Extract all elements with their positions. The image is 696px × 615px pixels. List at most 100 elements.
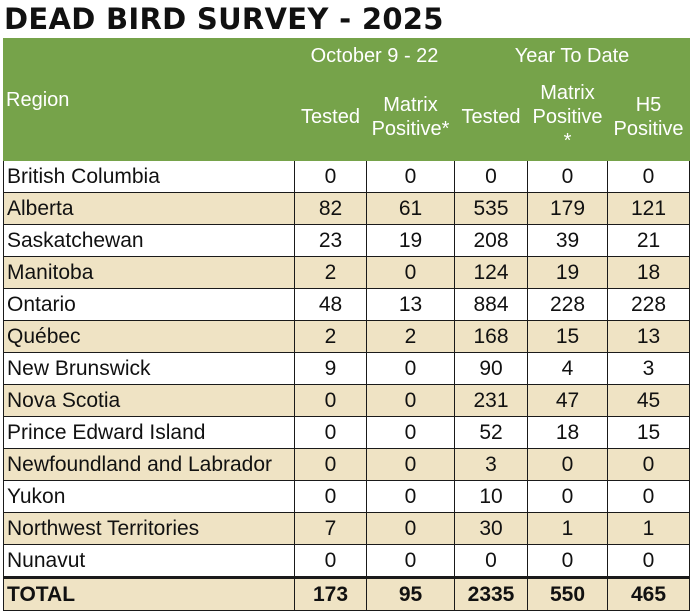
ytd-matrix-positive-cell: 228 xyxy=(527,288,608,321)
ytd-tested-cell: 0 xyxy=(454,160,528,193)
ytd-matrix-positive-cell: 0 xyxy=(527,160,608,193)
ytd-matrix-positive-cell: 1 xyxy=(527,512,608,545)
ytd-h5-positive-cell: 0 xyxy=(606,448,691,481)
ytd-tested-cell: 10 xyxy=(454,480,528,513)
period-tested-cell: 0 xyxy=(294,480,367,513)
ytd-matrix-positive-cell: 179 xyxy=(527,192,608,225)
ytd-matrix-positive-cell: 0 xyxy=(527,480,608,513)
ytd-h5-positive-cell: 0 xyxy=(606,480,691,513)
table-row: Saskatchewan 23 19 208 39 21 xyxy=(3,224,691,257)
ytd-h5-positive-cell: 1 xyxy=(606,512,691,545)
table-row: Alberta 82 61 535 179 121 xyxy=(3,192,691,225)
period-matrix-positive-cell: 0 xyxy=(366,416,455,449)
table-row: Ontario 48 13 884 228 228 xyxy=(3,288,691,321)
table-row: Manitoba 2 0 124 19 18 xyxy=(3,256,691,289)
ytd-tested-cell: 231 xyxy=(454,384,528,417)
region-name: Saskatchewan xyxy=(3,224,295,257)
table-row: Nova Scotia 0 0 231 47 45 xyxy=(3,384,691,417)
period-matrix-positive-header: Matrix Positive* xyxy=(366,73,455,161)
ytd-matrix-positive-cell: 39 xyxy=(527,224,608,257)
ytd-h5-positive-cell: 0 xyxy=(606,544,691,578)
period-matrix-positive-cell: 0 xyxy=(366,448,455,481)
total-period-tested-cell: 173 xyxy=(294,576,367,611)
period-matrix-positive-cell: 0 xyxy=(366,544,455,578)
ytd-matrix-positive-cell: 19 xyxy=(527,256,608,289)
region-name: Newfoundland and Labrador xyxy=(3,448,295,481)
period-tested-cell: 0 xyxy=(294,448,367,481)
region-name: Alberta xyxy=(3,192,295,225)
ytd-matrix-positive-cell: 0 xyxy=(527,544,608,578)
region-name: British Columbia xyxy=(3,160,295,193)
table-row: Yukon 0 0 10 0 0 xyxy=(3,480,691,513)
ytd-tested-cell: 0 xyxy=(454,544,528,578)
period-matrix-positive-cell: 61 xyxy=(366,192,455,225)
ytd-tested-cell: 30 xyxy=(454,512,528,545)
total-ytd-matrix-positive-cell: 550 xyxy=(527,576,608,611)
ytd-tested-cell: 124 xyxy=(454,256,528,289)
period-matrix-positive-cell: 0 xyxy=(366,352,455,385)
period-tested-header: Tested xyxy=(294,73,367,161)
total-ytd-h5-positive-cell: 465 xyxy=(606,576,691,611)
total-ytd-tested-cell: 2335 xyxy=(454,576,528,611)
table-row: Northwest Territories 7 0 30 1 1 xyxy=(3,512,691,545)
period-matrix-positive-cell: 0 xyxy=(366,384,455,417)
period-tested-cell: 7 xyxy=(294,512,367,545)
ytd-tested-cell: 90 xyxy=(454,352,528,385)
table-row: Newfoundland and Labrador 0 0 3 0 0 xyxy=(3,448,691,481)
period-tested-cell: 9 xyxy=(294,352,367,385)
region-name: Northwest Territories xyxy=(3,512,295,545)
table-row: Québec 2 2 168 15 13 xyxy=(3,320,691,353)
ytd-tested-cell: 168 xyxy=(454,320,528,353)
ytd-h5-positive-cell: 121 xyxy=(606,192,691,225)
table-row: Nunavut 0 0 0 0 0 xyxy=(3,544,691,578)
period-group-header: October 9 - 22 xyxy=(294,38,455,74)
ytd-matrix-positive-header: Matrix Positive * xyxy=(527,73,608,161)
period-tested-cell: 0 xyxy=(294,544,367,578)
survey-table: Region October 9 - 22 Year To Date Teste… xyxy=(3,38,691,611)
total-period-matrix-positive-cell: 95 xyxy=(366,576,455,611)
total-row: TOTAL 173 95 2335 550 465 xyxy=(3,576,691,611)
period-matrix-positive-cell: 0 xyxy=(366,512,455,545)
table-row: Prince Edward Island 0 0 52 18 15 xyxy=(3,416,691,449)
region-name: Nova Scotia xyxy=(3,384,295,417)
ytd-matrix-positive-cell: 4 xyxy=(527,352,608,385)
ytd-matrix-positive-cell: 15 xyxy=(527,320,608,353)
ytd-h5-positive-cell: 3 xyxy=(606,352,691,385)
period-tested-cell: 2 xyxy=(294,320,367,353)
period-tested-cell: 23 xyxy=(294,224,367,257)
ytd-h5-positive-cell: 13 xyxy=(606,320,691,353)
ytd-h5-positive-header: H5 Positive xyxy=(606,73,691,161)
region-column-header: Region xyxy=(3,38,295,161)
region-name: Ontario xyxy=(3,288,295,321)
region-name: Manitoba xyxy=(3,256,295,289)
ytd-tested-cell: 208 xyxy=(454,224,528,257)
ytd-tested-cell: 3 xyxy=(454,448,528,481)
ytd-tested-cell: 884 xyxy=(454,288,528,321)
region-name: Prince Edward Island xyxy=(3,416,295,449)
ytd-tested-cell: 535 xyxy=(454,192,528,225)
ytd-h5-positive-cell: 18 xyxy=(606,256,691,289)
ytd-tested-header: Tested xyxy=(454,73,528,161)
ytd-h5-positive-cell: 45 xyxy=(606,384,691,417)
period-tested-cell: 0 xyxy=(294,384,367,417)
ytd-h5-positive-cell: 21 xyxy=(606,224,691,257)
period-matrix-positive-cell: 2 xyxy=(366,320,455,353)
page-title: DEAD BIRD SURVEY - 2025 xyxy=(4,2,444,36)
ytd-h5-positive-cell: 0 xyxy=(606,160,691,193)
ytd-group-header: Year To Date xyxy=(453,38,691,74)
period-tested-cell: 0 xyxy=(294,416,367,449)
period-tested-cell: 0 xyxy=(294,160,367,193)
period-matrix-positive-cell: 13 xyxy=(366,288,455,321)
period-matrix-positive-cell: 0 xyxy=(366,480,455,513)
ytd-tested-cell: 52 xyxy=(454,416,528,449)
ytd-matrix-positive-cell: 47 xyxy=(527,384,608,417)
ytd-matrix-positive-cell: 0 xyxy=(527,448,608,481)
period-matrix-positive-cell: 0 xyxy=(366,256,455,289)
ytd-matrix-positive-cell: 18 xyxy=(527,416,608,449)
total-label: TOTAL xyxy=(3,576,295,611)
period-tested-cell: 2 xyxy=(294,256,367,289)
period-matrix-positive-cell: 19 xyxy=(366,224,455,257)
region-name: Yukon xyxy=(3,480,295,513)
ytd-h5-positive-cell: 15 xyxy=(606,416,691,449)
region-name: Nunavut xyxy=(3,544,295,578)
